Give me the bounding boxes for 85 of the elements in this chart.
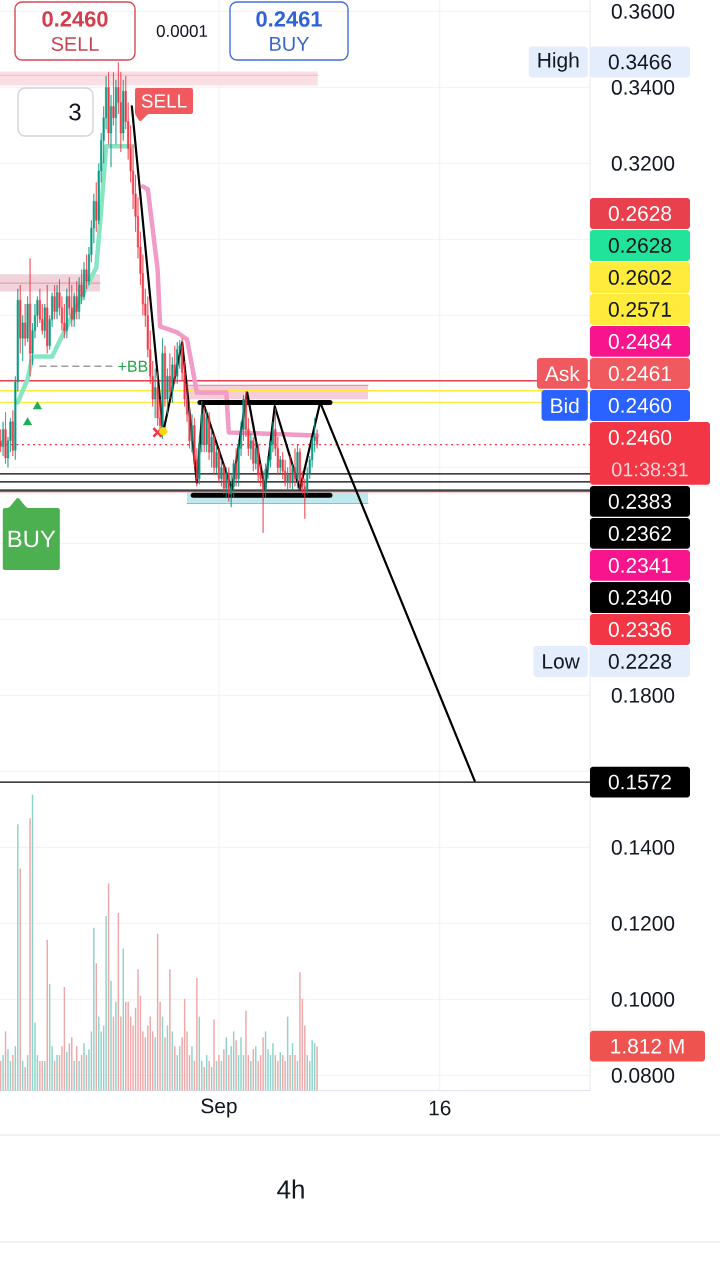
candlestick <box>73 292 76 328</box>
candlestick <box>205 410 208 453</box>
candlestick <box>80 269 83 305</box>
candlestick <box>291 463 294 491</box>
y-tick-label: 0.1400 <box>611 839 675 855</box>
candlestick <box>46 284 49 354</box>
annotation: Bid <box>551 397 579 414</box>
candlestick <box>225 467 228 499</box>
candlestick <box>85 254 88 290</box>
candlestick <box>217 448 220 483</box>
candlestick <box>168 353 171 400</box>
candlestick <box>26 296 29 343</box>
candlestick <box>293 448 297 487</box>
candlestick <box>19 284 22 354</box>
candlestick <box>252 436 255 472</box>
candlestick <box>78 277 81 320</box>
text: 0.2484 <box>608 334 672 349</box>
x-tick-label: 16 <box>429 1100 451 1116</box>
text: 0.1572 <box>608 774 671 790</box>
y-tick-label: 0.3200 <box>611 155 675 171</box>
text: 1.812 M <box>611 1038 684 1054</box>
candlestick <box>95 182 98 233</box>
candlestick <box>75 280 78 320</box>
candlestick <box>122 79 125 141</box>
candlestick <box>109 94 113 168</box>
y-tick-label: 0.3600 <box>611 3 675 19</box>
candlestick <box>0 429 2 453</box>
annotation: 0.2460 <box>42 11 108 27</box>
candlestick <box>154 368 157 419</box>
text: 0.2228 <box>608 654 672 669</box>
candlestick <box>254 440 257 470</box>
text: 01:38:31 <box>612 462 688 477</box>
annotation: 0.0001 <box>156 24 208 37</box>
candlestick <box>286 467 289 491</box>
text: 0.2602 <box>608 270 671 285</box>
annotation: +BB <box>118 360 148 372</box>
candlestick <box>114 79 117 145</box>
text: 0.2383 <box>608 494 672 509</box>
candlestick <box>166 368 169 415</box>
x-tick-label: Sep <box>201 1098 237 1118</box>
text: 0.2336 <box>608 622 672 637</box>
annotation: 3 <box>69 103 81 121</box>
text: 0.2340 <box>608 590 672 605</box>
candlestick <box>112 71 115 126</box>
text: 0.2341 <box>608 558 671 573</box>
candlestick <box>176 341 179 385</box>
candlestick <box>24 303 27 347</box>
candlestick <box>29 258 32 377</box>
text: 0.2628 <box>608 206 672 221</box>
candlestick <box>249 432 252 461</box>
candlestick <box>208 411 211 461</box>
candlestick <box>289 455 292 489</box>
annotation: Low <box>543 654 580 669</box>
candlestick <box>171 356 174 404</box>
candlestick <box>257 444 260 483</box>
text: 0.2460 <box>608 398 672 413</box>
candlestick <box>53 284 56 320</box>
text: 0.2571 <box>608 302 671 317</box>
y-tick-label: 0.0800 <box>611 1067 675 1083</box>
y-tick-label: 0.1200 <box>611 915 675 931</box>
annotation: SELL <box>141 94 187 108</box>
annotation: 0.2461 <box>256 11 322 27</box>
y-tick-label: 0.1800 <box>611 687 675 703</box>
text: 0.3466 <box>608 54 672 70</box>
candlestick <box>210 429 213 468</box>
text: 0.2628 <box>608 238 672 253</box>
y-tick-label: 0.1000 <box>611 991 675 1007</box>
annotation: High <box>538 52 579 72</box>
text: 4h <box>277 1179 304 1199</box>
annotation: BUY <box>8 530 56 548</box>
candlestick <box>4 411 7 464</box>
text: 0.2461 <box>608 366 671 381</box>
text: 0.2460 <box>608 430 672 445</box>
candlestick <box>235 448 238 487</box>
candlestick <box>21 315 24 362</box>
annotation: SELL <box>51 36 99 52</box>
candlestick <box>82 261 86 301</box>
y-tick-label: 0.3400 <box>611 79 675 95</box>
text: 0.2362 <box>608 526 671 541</box>
annotation: BUY <box>270 37 310 51</box>
candlestick <box>215 444 218 476</box>
candlestick <box>220 459 223 487</box>
candlestick <box>163 345 167 407</box>
annotation: Ask <box>544 365 580 382</box>
candlestick <box>279 455 282 476</box>
